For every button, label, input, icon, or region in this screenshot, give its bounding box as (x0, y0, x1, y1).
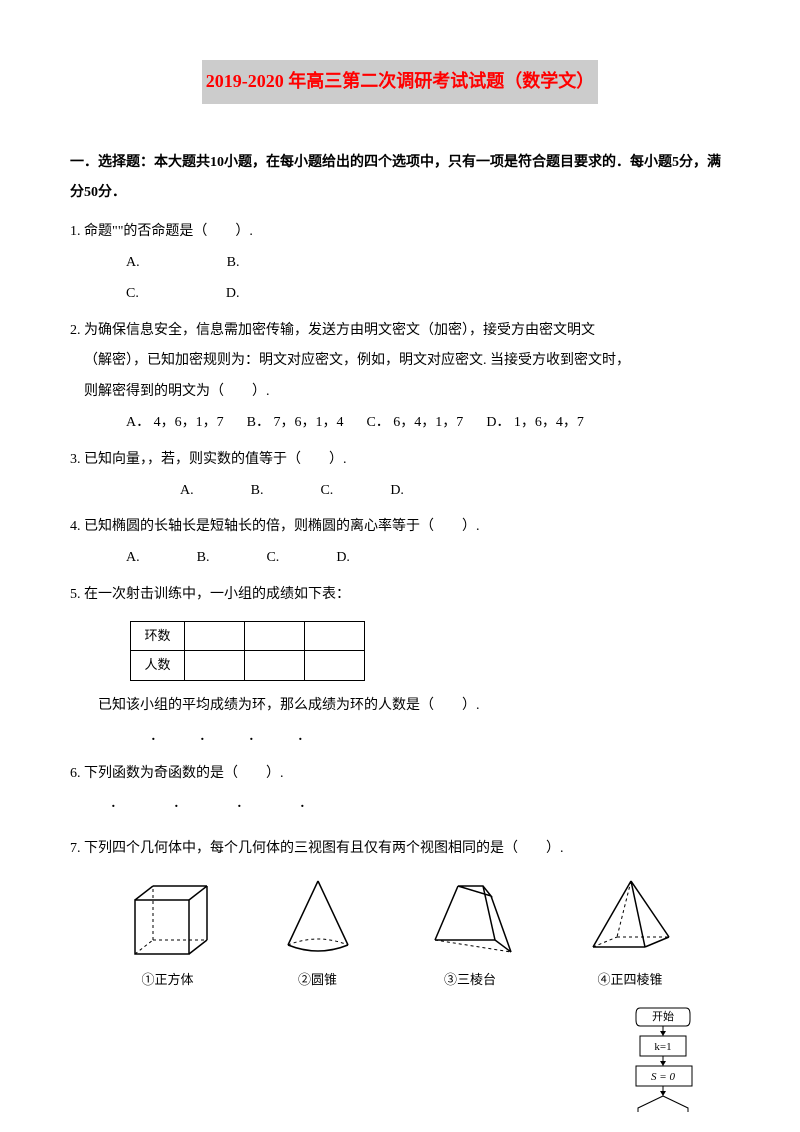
q3-opt-d: D. (390, 483, 404, 498)
shapes-row: ①正方体 ②圆锥 ③三棱台 (90, 875, 710, 995)
table-cell-label: 人数 (131, 651, 185, 681)
q3-opt-c: C. (320, 483, 333, 498)
q4-opt-d: D. (336, 550, 350, 565)
question-7: 7. 下列四个几何体中，每个几何体的三视图有且仅有两个视图相同的是（ ）. ①正… (70, 834, 730, 994)
shape-label-3: ③三棱台 (423, 966, 518, 995)
question-2: 2. 为确保信息安全，信息需加密传输，发送方由明文密文（加密），接受方由密文明文… (70, 316, 730, 439)
q2-line3: 则解密得到的明文为（ ）. (70, 377, 730, 408)
q5-options: ． ． ． ． (70, 722, 730, 753)
shape-frustum: ③三棱台 (423, 878, 518, 995)
q2-opt-c: C． 6，4，1，7 (366, 415, 463, 430)
q3-text: 3. 已知向量，，若，则实数的值等于（ ）. (70, 445, 730, 476)
table-cell-label: 环数 (131, 621, 185, 651)
q5-text: 5. 在一次射击训练中，一小组的成绩如下表： (70, 580, 730, 611)
q2-opt-a: A． 4，6，1，7 (126, 415, 224, 430)
q4-opt-a: A. (126, 550, 140, 565)
shape-cube: ①正方体 (123, 880, 213, 995)
q2-line1: 2. 为确保信息安全，信息需加密传输，发送方由明文密文（加密），接受方由密文明文 (70, 316, 730, 347)
flowchart-icon: 开始 k=1 S = 0 (630, 1002, 700, 1112)
shape-label-2: ②圆锥 (278, 966, 358, 995)
q1-options-row2: C. D. (70, 279, 730, 310)
question-5: 5. 在一次射击训练中，一小组的成绩如下表： 环数 人数 已知该小组的平均成绩为… (70, 580, 730, 753)
q7-text: 7. 下列四个几何体中，每个几何体的三视图有且仅有两个视图相同的是（ ）. (70, 834, 730, 865)
q2-line2: （解密），已知加密规则为：明文对应密文，例如，明文对应密文. 当接受方收到密文时… (70, 346, 730, 377)
flow-k: k=1 (654, 1041, 671, 1053)
question-3: 3. 已知向量，，若，则实数的值等于（ ）. A. B. C. D. (70, 445, 730, 507)
q4-options: A. B. C. D. (70, 543, 730, 574)
page-title: 2019-2020 年高三第二次调研考试试题（数学文） (202, 60, 599, 104)
pyramid-icon (583, 875, 678, 960)
q1-opt-b: B. (227, 255, 240, 270)
cube-icon (123, 880, 213, 960)
q2-opt-b: B． 7，6，1，4 (247, 415, 344, 430)
table-cell (305, 621, 365, 651)
q6-options: ． ． ． ． (70, 789, 730, 820)
shape-label-1: ①正方体 (123, 966, 213, 995)
shape-pyramid: ④正四棱锥 (583, 875, 678, 995)
question-1: 1. 命题""的否命题是（ ）. A. B. C. D. (70, 217, 730, 309)
q3-options: A. B. C. D. (70, 476, 730, 507)
q1-options-row1: A. B. (70, 248, 730, 279)
shape-label-4: ④正四棱锥 (583, 966, 678, 995)
q4-opt-c: C. (266, 550, 279, 565)
score-table: 环数 人数 (130, 621, 365, 681)
q3-opt-b: B. (251, 483, 264, 498)
table-cell (305, 651, 365, 681)
q4-opt-b: B. (197, 550, 210, 565)
cone-icon (278, 875, 358, 960)
section-heading: 一．选择题：本大题共10小题，在每小题给出的四个选项中，只有一项是符合题目要求的… (70, 148, 730, 210)
q3-opt-a: A. (180, 483, 194, 498)
q2-opt-d: D． 1，6，4，7 (486, 415, 584, 430)
shape-cone: ②圆锥 (278, 875, 358, 995)
q5-post: 已知该小组的平均成绩为环，那么成绩为环的人数是（ ）. (70, 691, 730, 722)
q6-text: 6. 下列函数为奇函数的是（ ）. (70, 759, 730, 790)
flow-s: S = 0 (651, 1071, 675, 1083)
table-cell (245, 651, 305, 681)
q1-opt-a: A. (126, 255, 140, 270)
q1-opt-d: D. (226, 286, 240, 301)
question-4: 4. 已知椭圆的长轴长是短轴长的倍，则椭圆的离心率等于（ ）. A. B. C.… (70, 512, 730, 574)
table-cell (185, 621, 245, 651)
table-cell (245, 621, 305, 651)
table-cell (185, 651, 245, 681)
table-row: 环数 (131, 621, 365, 651)
q4-text: 4. 已知椭圆的长轴长是短轴长的倍，则椭圆的离心率等于（ ）. (70, 512, 730, 543)
q1-text: 1. 命题""的否命题是（ ）. (70, 217, 730, 248)
flow-start: 开始 (652, 1009, 674, 1023)
q1-opt-c: C. (126, 286, 139, 301)
question-6: 6. 下列函数为奇函数的是（ ）. ． ． ． ． (70, 759, 730, 821)
page: { "title": "2019-2020 年高三第二次调研考试试题（数学文）"… (70, 60, 730, 1112)
q2-options: A． 4，6，1，7 B． 7，6，1，4 C． 6，4，1，7 D． 1，6，… (70, 408, 730, 439)
table-row: 人数 (131, 651, 365, 681)
title-container: 2019-2020 年高三第二次调研考试试题（数学文） (70, 60, 730, 124)
frustum-icon (423, 878, 518, 960)
flowchart: 开始 k=1 S = 0 (630, 1002, 700, 1112)
